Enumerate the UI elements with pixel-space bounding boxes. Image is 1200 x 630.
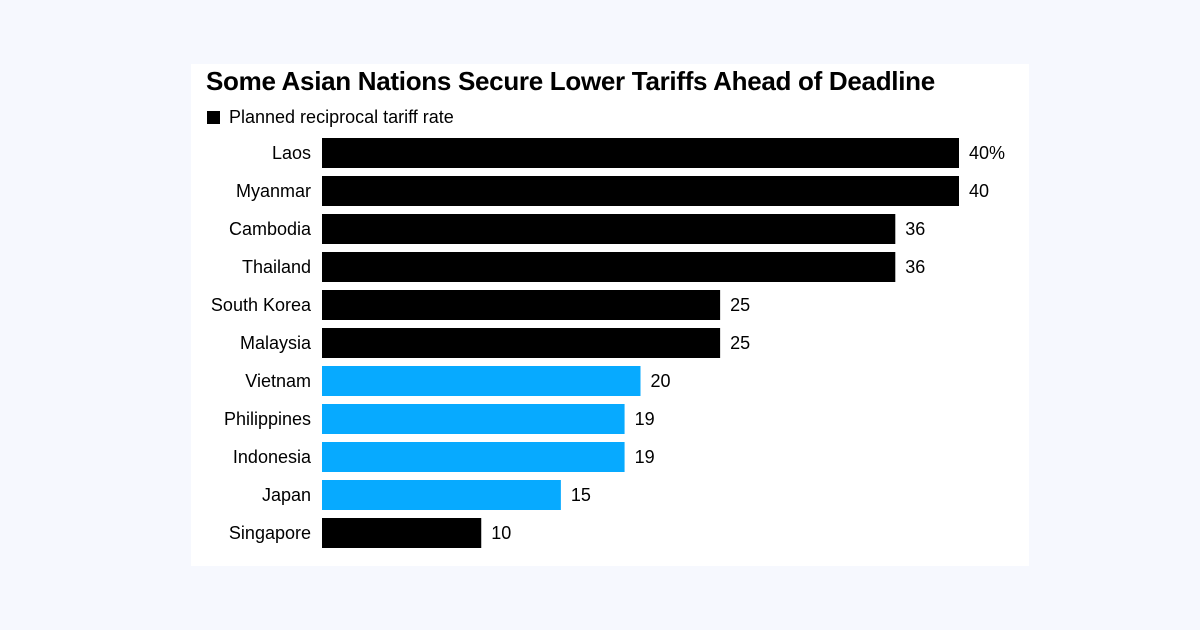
category-label-south-korea: South Korea — [211, 295, 312, 315]
value-label-south-korea: 25 — [730, 295, 750, 315]
category-label-singapore: Singapore — [229, 523, 311, 543]
category-label-myanmar: Myanmar — [236, 181, 311, 201]
value-label-vietnam: 20 — [651, 371, 671, 391]
legend-swatch — [207, 110, 220, 124]
category-label-philippines: Philippines — [224, 409, 311, 429]
value-label-thailand: 36 — [905, 257, 925, 277]
bar-south-korea — [322, 290, 721, 320]
category-label-cambodia: Cambodia — [229, 219, 312, 239]
legend-label: Planned reciprocal tariff rate — [229, 106, 454, 127]
value-label-myanmar: 40 — [969, 181, 989, 201]
bar-myanmar — [322, 176, 959, 206]
value-label-singapore: 10 — [491, 523, 511, 543]
value-label-laos: 40% — [969, 143, 1005, 163]
value-label-malaysia: 25 — [730, 333, 750, 353]
bar-japan — [322, 480, 561, 510]
chart-card: Some Asian Nations Secure Lower Tariffs … — [191, 64, 1029, 566]
bar-malaysia — [322, 328, 721, 358]
category-label-indonesia: Indonesia — [233, 447, 312, 467]
value-label-philippines: 19 — [635, 409, 655, 429]
category-label-laos: Laos — [272, 143, 311, 163]
value-label-indonesia: 19 — [635, 447, 655, 467]
bar-thailand — [322, 252, 896, 282]
bar-singapore — [322, 518, 482, 548]
bar-chart-plot: Laos 40% Myanmar 40 Cambodia 36 Thailand 36 Sout… — [211, 138, 1005, 548]
bar-vietnam — [322, 366, 641, 396]
category-label-japan: Japan — [262, 485, 311, 505]
category-label-malaysia: Malaysia — [240, 333, 312, 353]
chart-title: Some Asian Nations Secure Lower Tariffs … — [206, 66, 935, 96]
bar-laos — [322, 138, 959, 168]
value-label-cambodia: 36 — [905, 219, 925, 239]
bar-philippines — [322, 404, 625, 434]
category-label-thailand: Thailand — [242, 257, 311, 277]
category-label-vietnam: Vietnam — [245, 371, 311, 391]
value-label-japan: 15 — [571, 485, 591, 505]
bar-indonesia — [322, 442, 625, 472]
bar-cambodia — [322, 214, 896, 244]
chart-legend: Planned reciprocal tariff rate — [207, 106, 454, 128]
